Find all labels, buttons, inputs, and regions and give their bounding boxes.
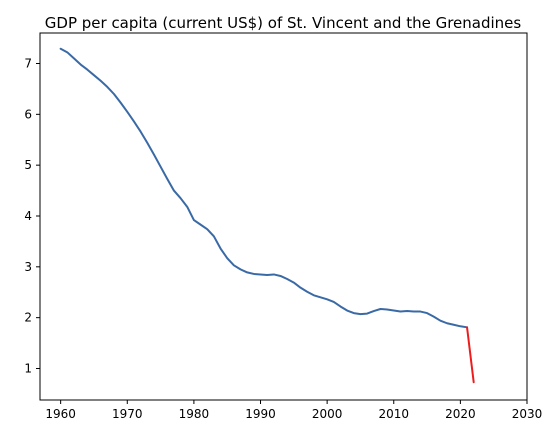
x-tick-label: 1970 bbox=[112, 407, 143, 421]
series-line-2 bbox=[466, 326, 475, 384]
axes: 1960 1970 1980 1990 2000 2010 2020 2030 1 2 3 4 5 6 7 bbox=[24, 32, 543, 421]
x-tick-label: 2000 bbox=[312, 407, 343, 421]
y-tick-label: 7 bbox=[24, 56, 32, 70]
x-tick-label: 2010 bbox=[378, 407, 409, 421]
x-tick-label: 1990 bbox=[245, 407, 276, 421]
plot-area bbox=[59, 47, 475, 384]
x-tick-label: 1960 bbox=[45, 407, 76, 421]
y-tick-label: 3 bbox=[24, 260, 32, 274]
y-tick-label: 1 bbox=[24, 361, 32, 375]
plot-frame bbox=[39, 32, 528, 401]
x-tick-label: 2020 bbox=[445, 407, 476, 421]
chart-title: GDP per capita (current US$) of St. Vinc… bbox=[45, 14, 522, 32]
x-tick-label: 1980 bbox=[179, 407, 210, 421]
series-line-1 bbox=[59, 47, 469, 329]
y-tick-label: 4 bbox=[24, 209, 32, 223]
x-tick-label: 2030 bbox=[512, 407, 543, 421]
y-tick-label: 6 bbox=[24, 107, 32, 121]
y-tick-label: 5 bbox=[24, 158, 32, 172]
y-tick-label: 2 bbox=[24, 311, 32, 325]
